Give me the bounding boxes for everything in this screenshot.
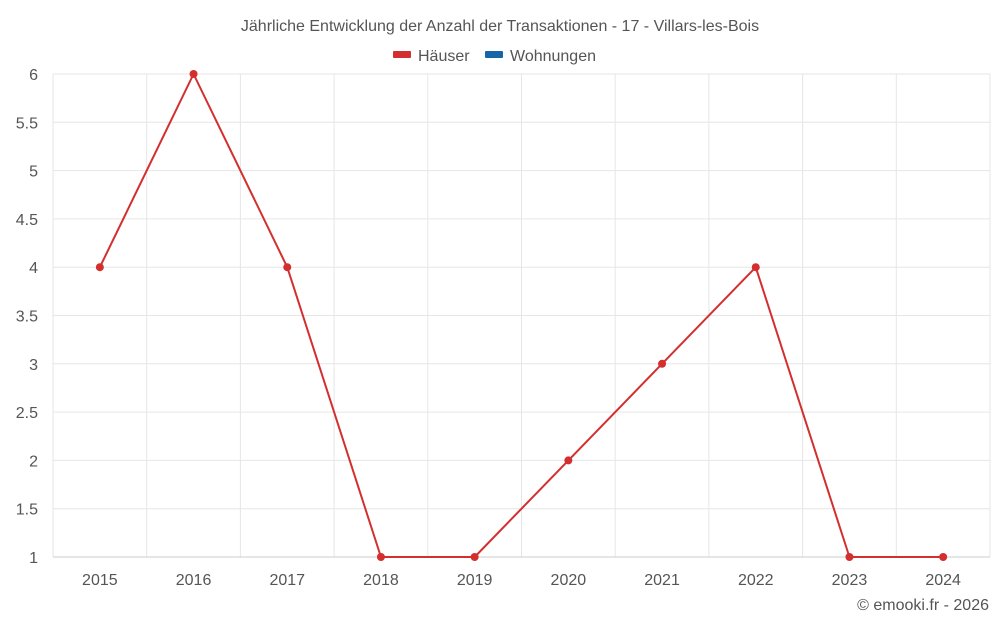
legend-swatch-haeuser (393, 51, 411, 58)
legend-item-wohnungen[interactable]: Wohnungen (485, 48, 596, 65)
x-tick-label: 2023 (832, 572, 868, 589)
y-tick-label: 2 (29, 453, 38, 470)
legend-label-haeuser: Häuser (418, 48, 470, 65)
chart-title: Jährliche Entwicklung der Anzahl der Tra… (241, 18, 759, 35)
legend-swatch-wohnungen (485, 51, 503, 58)
series-line-0 (98, 73, 944, 558)
y-tick-label: 5 (29, 164, 38, 181)
x-tick-label: 2017 (269, 572, 305, 589)
data-point[interactable] (751, 263, 760, 272)
x-tick-label: 2024 (925, 572, 961, 589)
y-tick-label: 4.5 (16, 212, 38, 229)
legend: Häuser Wohnungen (393, 48, 596, 65)
data-point[interactable] (283, 263, 292, 272)
data-point[interactable] (564, 456, 573, 465)
x-tick-label: 2018 (363, 572, 399, 589)
legend-label-wohnungen: Wohnungen (510, 48, 596, 65)
y-tick-label: 1 (29, 550, 38, 567)
data-point[interactable] (470, 553, 479, 561)
x-axis-ticks: 2015 2016 2017 2018 2019 2020 2021 2022 2023 2024 (82, 572, 961, 589)
y-tick-label: 4 (29, 260, 38, 277)
credit-text: © emooki.fr - 2026 (857, 597, 989, 614)
y-axis-ticks: 1 1.5 2 2.5 3 3.5 4 4.5 5 5.5 6 (16, 67, 38, 567)
x-tick-label: 2021 (644, 572, 680, 589)
y-tick-label: 1.5 (16, 502, 38, 519)
x-tick-label: 2016 (176, 572, 212, 589)
data-point[interactable] (658, 359, 667, 368)
data-point[interactable] (939, 553, 948, 561)
data-point[interactable] (189, 70, 198, 78)
x-tick-label: 2015 (82, 572, 118, 589)
y-tick-label: 5.5 (16, 115, 38, 132)
y-tick-label: 3 (29, 357, 38, 374)
grid (52, 73, 991, 558)
y-tick-label: 3.5 (16, 309, 38, 326)
series-layer (95, 70, 948, 561)
x-tick-label: 2020 (551, 572, 587, 589)
data-point[interactable] (95, 263, 104, 272)
data-point[interactable] (376, 553, 385, 561)
x-tick-label: 2019 (457, 572, 493, 589)
x-tick-label: 2022 (738, 572, 774, 589)
legend-item-haeuser[interactable]: Häuser (393, 48, 470, 65)
data-point[interactable] (845, 553, 854, 561)
y-tick-label: 6 (29, 67, 38, 84)
y-tick-label: 2.5 (16, 405, 38, 422)
